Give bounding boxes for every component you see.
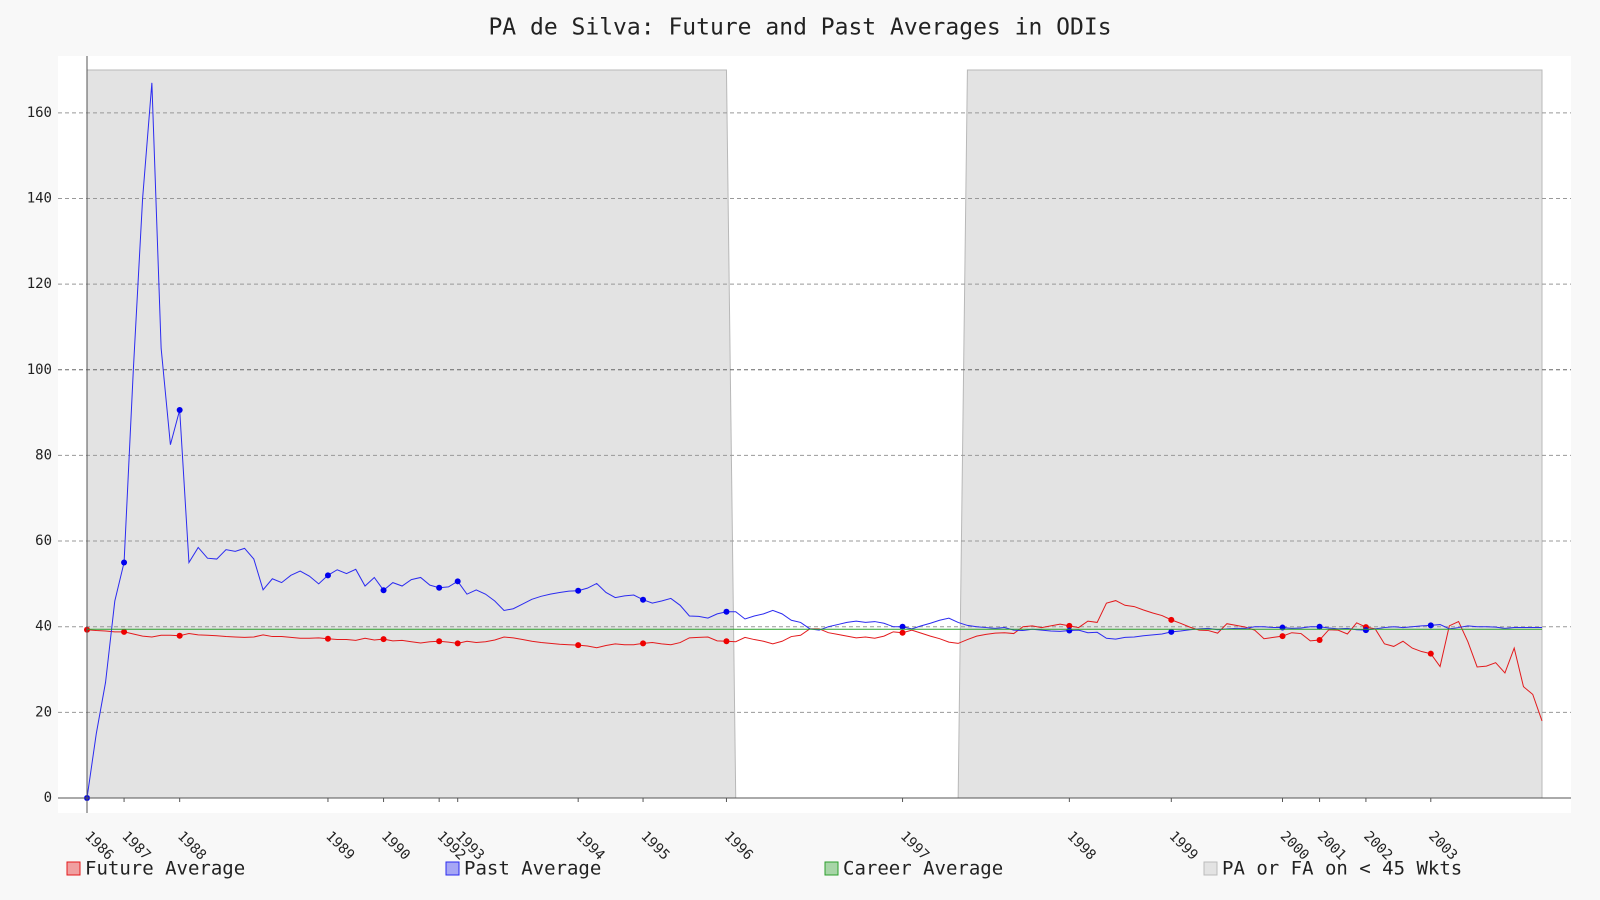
x-tick-label: 1989 <box>322 828 357 863</box>
point <box>454 578 461 585</box>
legend-label: Career Average <box>843 858 1003 880</box>
point <box>436 584 443 591</box>
point <box>1362 627 1369 634</box>
y-tick-label: 40 <box>35 619 52 635</box>
point <box>640 640 647 647</box>
point <box>1316 636 1323 643</box>
point <box>723 608 730 615</box>
point <box>176 407 183 414</box>
y-tick-label: 0 <box>44 790 52 806</box>
y-tick-label: 20 <box>35 704 52 720</box>
point <box>1066 622 1073 629</box>
legend-swatch <box>66 861 81 876</box>
x-tick-label: 1999 <box>1166 828 1201 863</box>
point <box>324 635 331 642</box>
point <box>380 587 387 594</box>
point <box>1066 627 1073 634</box>
point <box>1168 616 1175 623</box>
x-tick-label: 1998 <box>1064 828 1099 863</box>
point <box>723 638 730 645</box>
point <box>176 632 183 639</box>
y-tick-label: 160 <box>27 105 52 121</box>
point <box>380 636 387 643</box>
point <box>899 623 906 630</box>
point <box>121 559 128 566</box>
point <box>1427 622 1434 629</box>
x-tick-label: 1996 <box>721 828 756 863</box>
point <box>1427 650 1434 657</box>
point <box>640 596 647 603</box>
legend-label: Future Average <box>85 858 245 880</box>
y-tick-label: 80 <box>35 447 52 463</box>
legend-swatch <box>445 861 460 876</box>
x-tick-label: 1990 <box>378 828 413 863</box>
legend-swatch <box>1203 861 1218 876</box>
chart-title: PA de Silva: Future and Past Averages in… <box>488 15 1111 41</box>
point <box>575 587 582 594</box>
point <box>575 642 582 649</box>
point <box>899 629 906 636</box>
y-tick-label: 140 <box>27 190 52 206</box>
point <box>1168 628 1175 635</box>
point <box>324 572 331 579</box>
point <box>1279 633 1286 640</box>
legend-swatch <box>824 861 839 876</box>
point <box>454 640 461 647</box>
point <box>436 638 443 645</box>
legend-label: Past Average <box>464 858 601 880</box>
point <box>1316 623 1323 630</box>
y-tick-label: 100 <box>27 362 52 378</box>
y-tick-label: 60 <box>35 533 52 549</box>
x-tick-label: 1995 <box>637 828 672 863</box>
legend-label: PA or FA on < 45 Wkts <box>1222 858 1462 880</box>
y-tick-label: 120 <box>27 276 52 292</box>
point <box>121 628 128 635</box>
